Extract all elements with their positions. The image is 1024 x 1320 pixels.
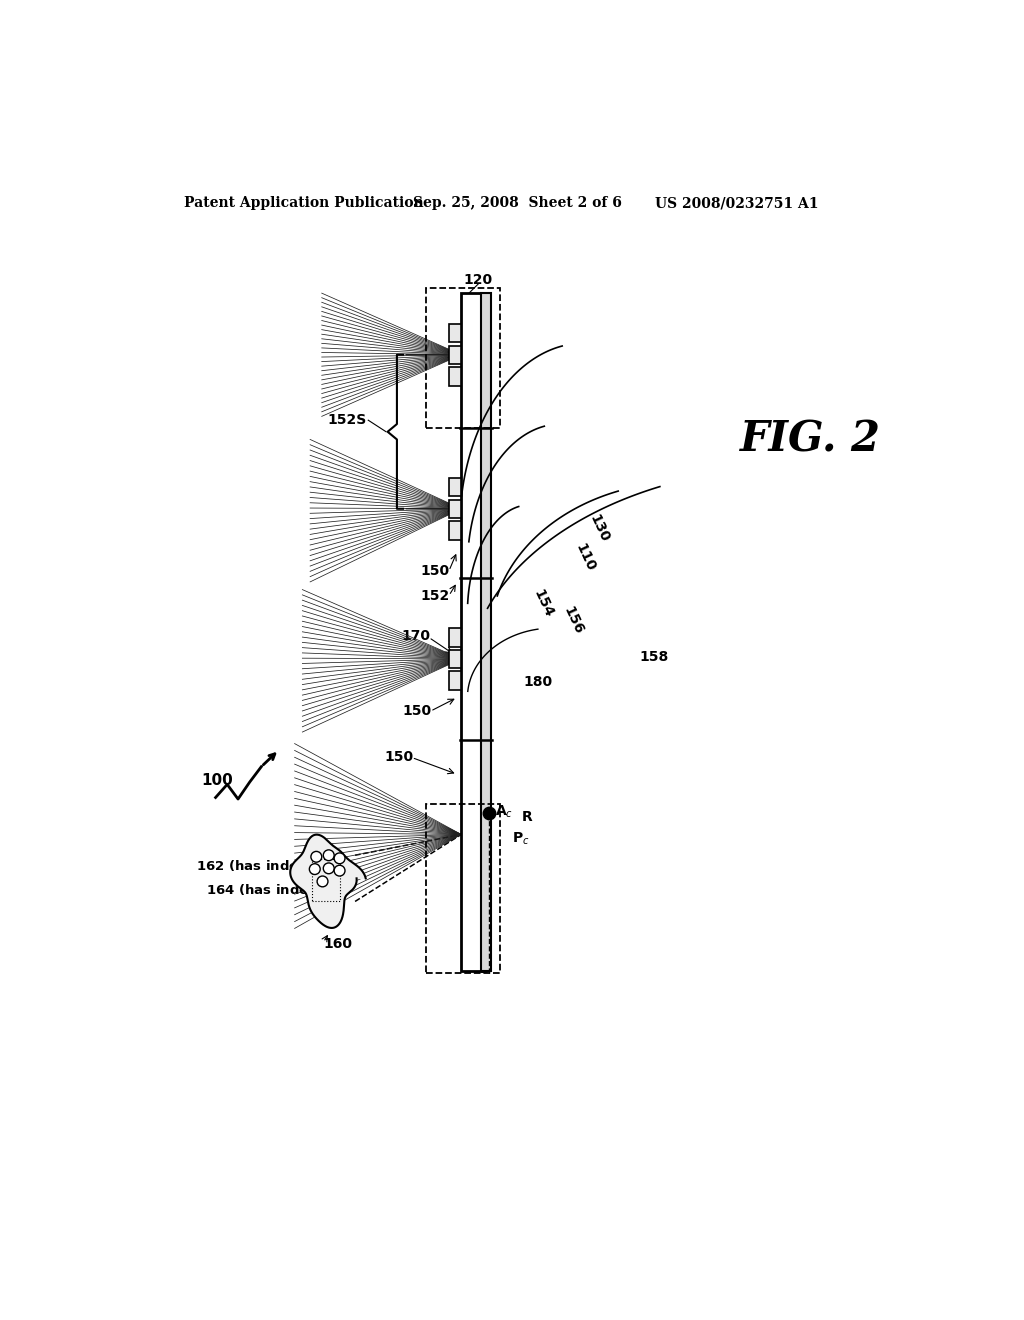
Bar <box>449 521 461 540</box>
Bar <box>449 628 461 647</box>
Text: 150: 150 <box>402 705 432 718</box>
Text: 154: 154 <box>531 587 556 619</box>
Bar <box>480 293 490 970</box>
Text: 152: 152 <box>421 589 450 603</box>
Bar <box>461 293 480 970</box>
Text: A$_c$: A$_c$ <box>496 803 513 820</box>
Bar <box>449 323 461 342</box>
Text: 110: 110 <box>572 541 598 573</box>
Bar <box>426 288 500 428</box>
Bar <box>449 499 461 517</box>
Text: FIG. 2: FIG. 2 <box>740 418 882 461</box>
Circle shape <box>324 850 334 861</box>
Circle shape <box>311 851 322 862</box>
Circle shape <box>309 863 321 875</box>
Text: 164 (has index n$_1$): 164 (has index n$_1$) <box>206 883 343 899</box>
Text: 158: 158 <box>640 651 669 664</box>
Circle shape <box>317 876 328 887</box>
Text: 152S: 152S <box>328 413 367 428</box>
Circle shape <box>334 866 345 876</box>
Text: P$_c$: P$_c$ <box>512 830 530 846</box>
Text: D: D <box>480 962 492 977</box>
Text: US 2008/0232751 A1: US 2008/0232751 A1 <box>655 197 818 210</box>
Bar <box>449 367 461 385</box>
Text: Patent Application Publication: Patent Application Publication <box>183 197 424 210</box>
Text: 150: 150 <box>384 751 414 764</box>
Bar <box>449 478 461 496</box>
Text: 170: 170 <box>401 628 430 643</box>
Bar <box>426 804 500 973</box>
Text: Sep. 25, 2008  Sheet 2 of 6: Sep. 25, 2008 Sheet 2 of 6 <box>414 197 622 210</box>
Text: 150: 150 <box>421 564 450 578</box>
Text: 156: 156 <box>560 605 586 636</box>
Text: 100: 100 <box>202 774 233 788</box>
Text: 130: 130 <box>587 512 611 544</box>
Circle shape <box>334 853 345 863</box>
Text: R: R <box>521 809 532 824</box>
Text: 120: 120 <box>464 273 493 286</box>
Polygon shape <box>290 834 366 928</box>
Bar <box>311 859 340 902</box>
Bar <box>449 346 461 364</box>
Circle shape <box>324 863 334 874</box>
Text: 180: 180 <box>523 675 552 689</box>
Bar <box>449 671 461 689</box>
Text: 160: 160 <box>324 937 352 950</box>
Bar <box>449 649 461 668</box>
Text: 162 (has index n$_1$): 162 (has index n$_1$) <box>197 859 334 875</box>
